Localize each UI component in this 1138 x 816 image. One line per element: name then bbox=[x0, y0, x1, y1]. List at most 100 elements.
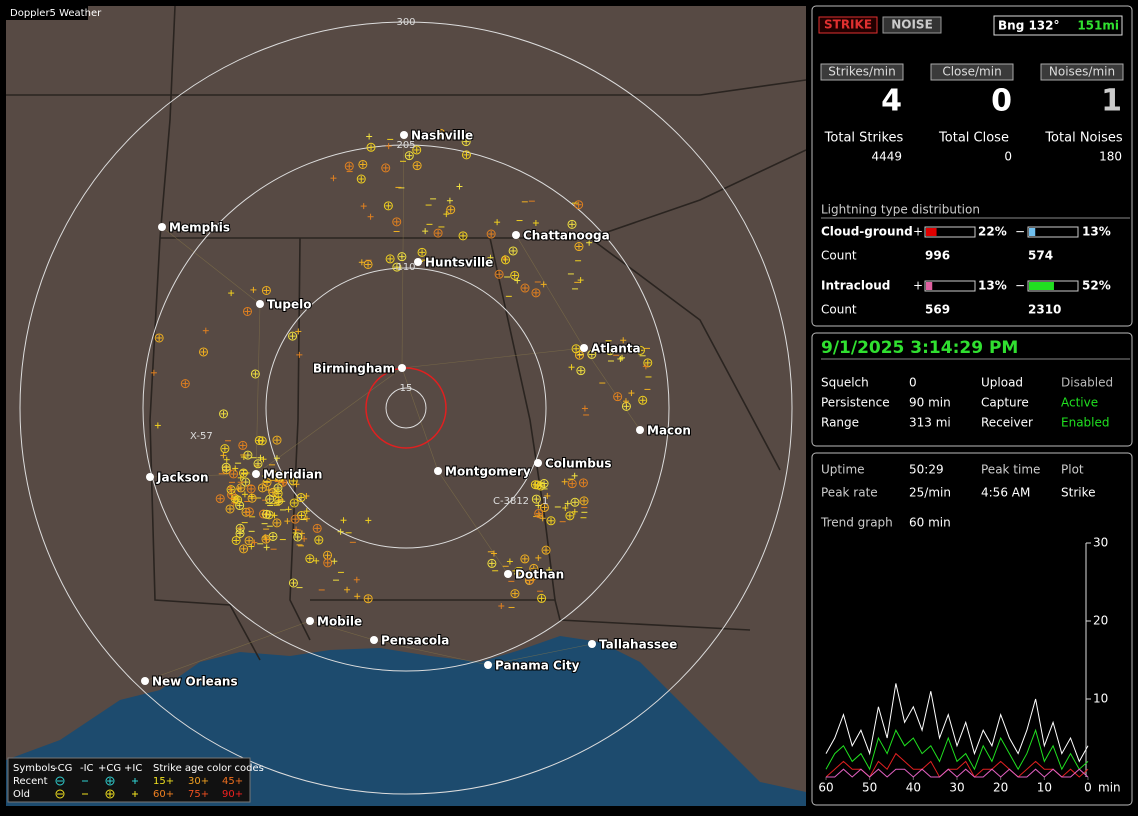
city-dot bbox=[636, 426, 644, 434]
x-tick-label: 10 bbox=[1037, 781, 1052, 795]
strike-symbol bbox=[576, 366, 586, 376]
city-dot bbox=[534, 459, 542, 467]
strike-symbol bbox=[246, 484, 256, 494]
strike-button[interactable] bbox=[818, 16, 878, 34]
city-label: Nashville bbox=[411, 129, 473, 143]
strike-symbol bbox=[250, 369, 260, 379]
distribution-title: Lightning type distribution bbox=[821, 203, 980, 217]
strike-symbol bbox=[635, 345, 645, 355]
strike-symbol bbox=[383, 201, 393, 211]
stat-value: 4:56 AM bbox=[981, 486, 1030, 500]
strike-symbol bbox=[344, 161, 354, 171]
strike-symbol bbox=[392, 217, 402, 227]
strike-symbol bbox=[261, 509, 271, 519]
strike-symbol bbox=[537, 593, 547, 603]
x-tick-label: 40 bbox=[906, 781, 921, 795]
ring-label: 300 bbox=[396, 17, 415, 28]
rate-button bbox=[930, 63, 1014, 81]
sign: + bbox=[913, 225, 923, 239]
strike-symbol bbox=[433, 228, 443, 238]
status-label: Capture bbox=[981, 396, 1029, 410]
total-value: 180 bbox=[1099, 150, 1122, 164]
city-label: Panama City bbox=[495, 659, 580, 673]
noise-button[interactable] bbox=[882, 16, 942, 34]
strike-symbol bbox=[412, 145, 422, 155]
status-label: Receiver bbox=[981, 416, 1033, 430]
strike-symbol bbox=[501, 255, 511, 265]
bar-fill bbox=[926, 228, 937, 236]
age-code: 15+ bbox=[153, 776, 174, 787]
city-label: Birmingham bbox=[313, 362, 395, 376]
rate-value: 0 bbox=[991, 84, 1012, 119]
legend-type: -IC bbox=[80, 763, 94, 774]
strike-symbol bbox=[273, 489, 283, 499]
strike-symbol bbox=[323, 558, 333, 568]
percent: 22% bbox=[978, 225, 1007, 239]
strike-symbol bbox=[587, 349, 597, 359]
city-dot bbox=[306, 617, 314, 625]
strike-symbol bbox=[220, 444, 230, 454]
strike-symbol bbox=[356, 174, 366, 184]
age-code: 45+ bbox=[222, 776, 243, 787]
city-dot bbox=[504, 570, 512, 578]
city-dot bbox=[434, 467, 442, 475]
stat-value: 25/min bbox=[909, 486, 951, 500]
strike-symbol bbox=[461, 150, 471, 160]
legend-row: Old bbox=[13, 789, 30, 800]
city-dot bbox=[252, 470, 260, 478]
state-borders bbox=[6, 6, 806, 661]
status-label: Upload bbox=[981, 376, 1023, 390]
strikes bbox=[150, 128, 653, 609]
strike-symbol bbox=[385, 254, 395, 264]
strike-symbol bbox=[296, 493, 306, 503]
total-value: 0 bbox=[1004, 150, 1012, 164]
strike-symbol bbox=[242, 306, 252, 316]
legend-type: +IC bbox=[124, 763, 142, 774]
strike-symbol bbox=[244, 536, 254, 546]
strike-symbol bbox=[381, 163, 391, 173]
strike-symbol bbox=[288, 578, 298, 588]
city-dot bbox=[158, 223, 166, 231]
bar-fill bbox=[926, 282, 933, 290]
stat-value: 50:29 bbox=[909, 463, 944, 477]
city-dot bbox=[512, 231, 520, 239]
city-dot bbox=[400, 131, 408, 139]
strike-symbol bbox=[261, 534, 271, 544]
bearing-box bbox=[993, 15, 1123, 36]
city-label: Macon bbox=[647, 424, 691, 438]
strike-symbol bbox=[404, 151, 414, 161]
strike-symbol bbox=[265, 494, 275, 504]
strike-symbol bbox=[525, 575, 535, 585]
strike-symbol bbox=[238, 440, 248, 450]
strike-symbol bbox=[290, 514, 300, 524]
status-label: Squelch bbox=[821, 376, 869, 390]
stat-label: Peak rate bbox=[821, 486, 878, 500]
strike-symbol bbox=[288, 331, 298, 341]
stat-value: Strike bbox=[1061, 486, 1096, 500]
ring-label: 205 bbox=[396, 140, 415, 151]
title-bg bbox=[6, 6, 88, 20]
legend-type: -CG bbox=[54, 763, 72, 774]
rate-label: Noises/min bbox=[1049, 65, 1115, 79]
strike-symbol bbox=[546, 516, 556, 526]
strike-symbol bbox=[578, 478, 588, 488]
city-label: Huntsville bbox=[425, 256, 493, 270]
sign: + bbox=[913, 279, 923, 293]
y-tick-label: 20 bbox=[1093, 614, 1108, 628]
strike-symbol bbox=[534, 508, 544, 518]
strike-symbol bbox=[253, 459, 263, 469]
strike-symbol bbox=[219, 409, 229, 419]
percent: 13% bbox=[1082, 225, 1111, 239]
strike-symbol bbox=[288, 476, 298, 486]
total-label: Total Noises bbox=[1044, 131, 1123, 146]
trend-line bbox=[825, 728, 1089, 771]
count-label: Count bbox=[821, 249, 857, 263]
city-label: Memphis bbox=[169, 221, 230, 235]
strike-symbol bbox=[397, 252, 407, 262]
map bbox=[6, 6, 806, 806]
strike-symbol bbox=[570, 497, 580, 507]
city-label: Pensacola bbox=[381, 634, 449, 648]
rate-label: Close/min bbox=[942, 65, 1001, 79]
legend-symbol bbox=[105, 776, 115, 786]
